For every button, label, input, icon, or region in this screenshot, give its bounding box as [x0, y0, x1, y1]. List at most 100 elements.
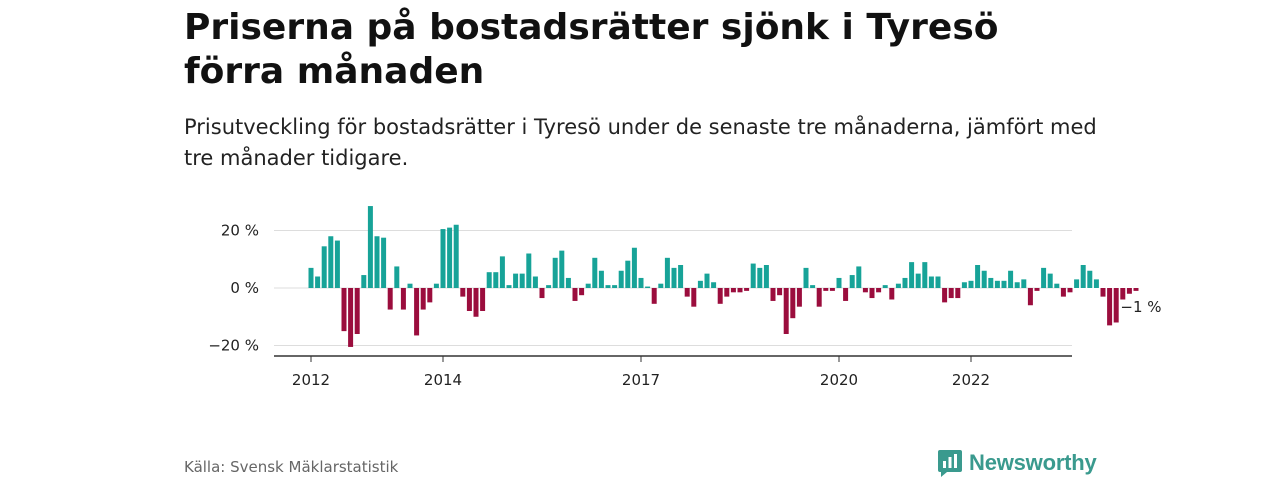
bar [394, 266, 400, 288]
bar [730, 288, 736, 293]
bar [572, 288, 578, 301]
bar [961, 282, 967, 288]
bar [579, 288, 585, 296]
bar [433, 283, 439, 288]
bar [374, 236, 380, 288]
newsworthy-logo-icon [938, 450, 962, 477]
bar [1074, 279, 1080, 288]
bar [704, 273, 710, 288]
bar [849, 275, 855, 288]
bar [968, 280, 974, 288]
bar [763, 265, 769, 288]
bar [585, 283, 591, 288]
bar [1001, 280, 1007, 288]
bar [381, 237, 387, 288]
bar [1034, 288, 1040, 291]
bar [889, 288, 895, 300]
bar [869, 288, 875, 299]
bar [387, 288, 393, 310]
bar [651, 288, 657, 304]
bar [315, 276, 321, 288]
bar [308, 267, 314, 288]
bar [744, 288, 750, 291]
bar [981, 270, 987, 288]
bar [882, 285, 888, 288]
chart-title: Priserna på bostadsrätter sjönk i Tyresö… [184, 7, 999, 92]
x-tick-label: 2014 [424, 371, 462, 389]
source-note: Källa: Svensk Mäklarstatistik [184, 458, 399, 476]
bar [1041, 267, 1047, 288]
bar [618, 270, 624, 288]
bar [658, 283, 664, 288]
bar [876, 288, 882, 293]
bar [328, 236, 334, 288]
bar [592, 257, 598, 288]
bar [955, 288, 961, 299]
bar [466, 288, 472, 311]
y-tick-label: −20 % [208, 337, 259, 355]
bar [460, 288, 466, 297]
bar [532, 276, 538, 288]
bar [645, 286, 651, 288]
bar [711, 282, 717, 288]
bar [777, 288, 783, 296]
bar [1100, 288, 1106, 297]
bar [334, 240, 340, 288]
bar [453, 224, 459, 288]
bar [684, 288, 690, 297]
bar [400, 288, 406, 310]
bar [348, 288, 354, 347]
bar [895, 283, 901, 288]
bar [717, 288, 723, 304]
bar [367, 206, 373, 288]
bar [552, 257, 558, 288]
bar [1087, 270, 1093, 288]
bar [796, 288, 802, 307]
bar [1093, 279, 1099, 288]
bar [341, 288, 347, 332]
bar [757, 267, 763, 288]
bar [862, 288, 868, 293]
bar [1008, 270, 1014, 288]
y-tick-label: 20 % [221, 222, 259, 240]
bar [473, 288, 479, 317]
bar [480, 288, 486, 311]
bar [565, 277, 571, 288]
chart-subtitle: Prisutveckling för bostadsrätter i Tyres… [184, 115, 1097, 170]
bar [427, 288, 433, 303]
last-value-annotation: −1 % [1120, 298, 1161, 316]
bar [513, 273, 519, 288]
x-tick-label: 2017 [622, 371, 660, 389]
bar [499, 256, 505, 288]
bar [697, 280, 703, 288]
bar [625, 260, 631, 288]
bar [486, 272, 492, 288]
bar [783, 288, 789, 334]
x-tick-label: 2020 [820, 371, 858, 389]
bar [909, 262, 915, 288]
bar [975, 265, 981, 288]
bar [856, 266, 862, 288]
bar [671, 267, 677, 288]
bar [447, 227, 453, 288]
bar [948, 288, 954, 299]
bar [935, 276, 941, 288]
bar [1027, 288, 1033, 306]
bar [1120, 288, 1126, 300]
bar [1080, 265, 1086, 288]
bar [823, 288, 829, 291]
newsworthy-logo[interactable]: Newsworthy [937, 448, 1097, 478]
x-tick-label: 2022 [952, 371, 990, 389]
bar [1126, 288, 1132, 294]
bar [994, 280, 1000, 288]
bar [1014, 282, 1020, 288]
bar [750, 263, 756, 288]
x-tick-label: 2012 [292, 371, 330, 389]
bar [539, 288, 545, 299]
bar [1047, 273, 1053, 288]
bar [506, 285, 512, 288]
brand-name: Newsworthy [969, 450, 1097, 475]
bar [803, 267, 809, 288]
bar-chart: 20 % 0 % −20 % 2012 2014 2017 2020 2022 −1 % [208, 206, 1163, 389]
bar [407, 283, 413, 288]
